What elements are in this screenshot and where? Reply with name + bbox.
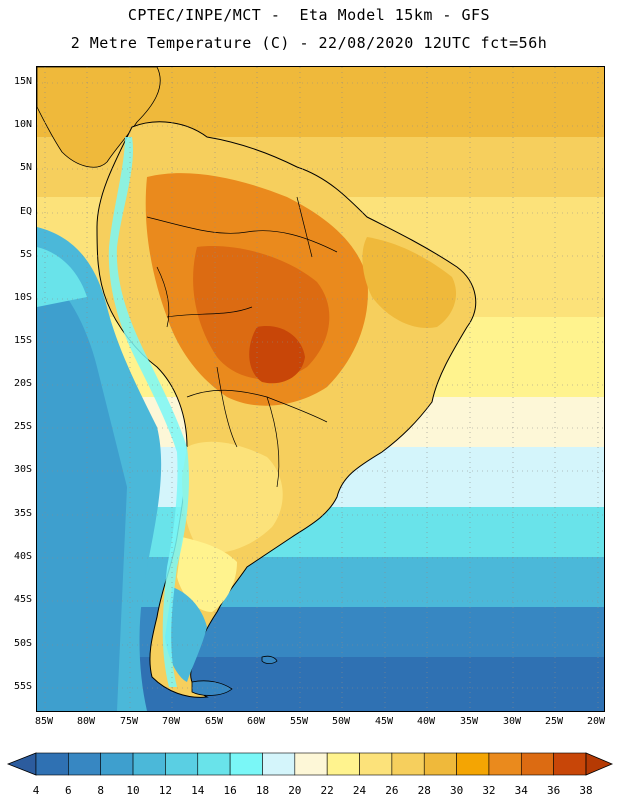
colorbar-label: 16 xyxy=(223,784,237,797)
colorbar-cell xyxy=(456,752,490,776)
lat-label: 5N xyxy=(19,162,32,173)
central-america-land xyxy=(37,67,161,168)
colorbar-cell xyxy=(35,752,69,776)
map-title-line-2: 2 Metre Temperature (C) - 22/08/2020 12U… xyxy=(70,34,548,52)
lat-label: 55S xyxy=(13,681,32,692)
colorbar-label: 18 xyxy=(255,784,270,797)
lon-label: 85W xyxy=(34,716,54,727)
lat-label: 15N xyxy=(13,76,32,87)
lon-label: 45W xyxy=(374,716,394,727)
lon-label: 55W xyxy=(289,716,309,727)
colorbar-cell xyxy=(391,752,425,776)
temperature-map[interactable] xyxy=(36,66,605,712)
colorbar-arrow-left xyxy=(6,752,37,776)
colorbar-label: 12 xyxy=(158,784,173,797)
colorbar-label: 24 xyxy=(352,784,367,797)
colorbar-cell xyxy=(553,752,587,776)
lat-label: 30S xyxy=(13,464,32,475)
colorbar-cell xyxy=(262,752,296,776)
colorbar-cell xyxy=(100,752,134,776)
lat-label: 25S xyxy=(13,421,32,432)
lon-label: 80W xyxy=(76,716,96,727)
colorbar-cells xyxy=(6,752,614,776)
colorbar-label: 10 xyxy=(126,784,140,797)
colorbar-label: 20 xyxy=(288,784,302,797)
lat-label: 50S xyxy=(13,638,32,649)
lat-label: 5S xyxy=(19,249,32,260)
colorbar-label: 14 xyxy=(191,784,205,797)
colorbar-label: 32 xyxy=(482,784,496,797)
colorbar-label: 22 xyxy=(320,784,334,797)
colorbar-cell xyxy=(229,752,263,776)
colorbar-label: 38 xyxy=(579,784,593,797)
colorbar-label: 30 xyxy=(449,784,464,797)
lon-label: 35W xyxy=(459,716,479,727)
temperature-colorbar xyxy=(6,752,614,776)
lat-label: 35S xyxy=(13,508,32,519)
colorbar-label: 28 xyxy=(417,784,431,797)
northeast-brazil xyxy=(362,237,457,328)
mato-grosso-peak xyxy=(249,326,305,384)
andes-cool-strip xyxy=(108,137,189,687)
colorbar-cell xyxy=(326,752,360,776)
colorbar-cell xyxy=(132,752,166,776)
colorbar-label: 8 xyxy=(97,784,105,797)
lon-label: 50W xyxy=(331,716,351,727)
colorbar-cell xyxy=(294,752,328,776)
lat-label: 10N xyxy=(13,119,32,130)
lat-label: 20S xyxy=(13,378,32,389)
lat-label: EQ xyxy=(19,206,32,217)
argentina-north xyxy=(182,441,283,554)
lat-label: 10S xyxy=(13,292,32,303)
colorbar-label: 36 xyxy=(547,784,561,797)
colorbar-label: 6 xyxy=(65,784,72,797)
pacific-near-equator xyxy=(37,247,87,307)
country-borders xyxy=(146,196,338,488)
map-title-line-1: CPTEC/INPE/MCT - Eta Model 15km - GFS xyxy=(127,6,491,24)
lon-label: 75W xyxy=(119,716,139,727)
colorbar-cell xyxy=(165,752,199,776)
colorbar-label: 4 xyxy=(32,784,40,797)
colorbar-label: 34 xyxy=(514,784,528,797)
pacific-cold-water xyxy=(37,267,127,711)
temperature-field xyxy=(37,67,604,711)
lon-label: 25W xyxy=(544,716,564,727)
colorbar-cell xyxy=(520,752,554,776)
lat-label: 40S xyxy=(13,551,32,562)
lon-label: 30W xyxy=(502,716,522,727)
lat-label: 15S xyxy=(13,335,32,346)
colorbar-cell xyxy=(488,752,522,776)
patagonia xyxy=(165,587,207,682)
lon-label: 65W xyxy=(204,716,224,727)
lat-label: 45S xyxy=(13,594,32,605)
lon-label: 40W xyxy=(416,716,436,727)
colorbar-cell xyxy=(197,752,231,776)
argentina-central xyxy=(177,537,237,612)
colorbar-cell xyxy=(359,752,393,776)
lon-label: 60W xyxy=(246,716,266,727)
colorbar-arrow-right xyxy=(585,752,614,776)
falkland-islands xyxy=(261,655,278,665)
colorbar-cell xyxy=(68,752,102,776)
lon-label: 70W xyxy=(161,716,181,727)
colorbar-cell xyxy=(423,752,457,776)
colorbar-label: 26 xyxy=(385,784,399,797)
lon-label: 20W xyxy=(586,716,606,727)
